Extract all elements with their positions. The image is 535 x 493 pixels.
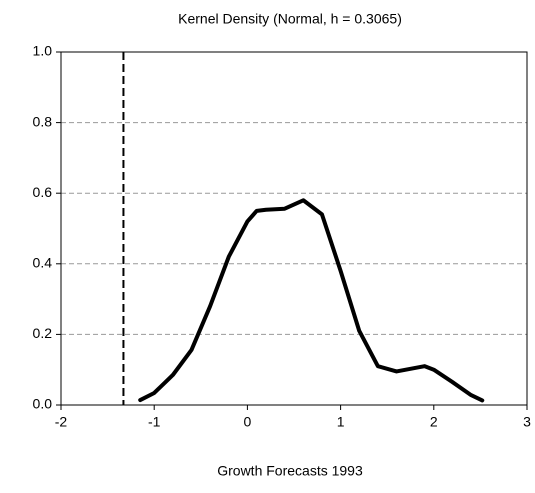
- y-tick-label: 0.2: [33, 325, 53, 341]
- plot-frame: [60, 51, 528, 406]
- y-tick-label: 1.0: [33, 43, 53, 59]
- x-axis-label: Growth Forecasts 1993: [217, 463, 363, 479]
- x-tick-label: 1: [337, 414, 345, 430]
- x-tick-label: 3: [523, 414, 531, 430]
- x-tick-label: 0: [244, 414, 252, 430]
- y-tick-label: 0.4: [33, 255, 53, 271]
- chart-title: Kernel Density (Normal, h = 0.3065): [178, 11, 402, 27]
- x-tick-label: -2: [55, 414, 68, 430]
- density-line: [138, 198, 485, 403]
- x-tick-label: -1: [148, 414, 161, 430]
- y-tick-label: 0.8: [33, 113, 53, 129]
- y-tick-label: 0.0: [33, 396, 53, 412]
- x-tick-label: 2: [430, 414, 438, 430]
- y-tick-label: 0.6: [33, 184, 53, 200]
